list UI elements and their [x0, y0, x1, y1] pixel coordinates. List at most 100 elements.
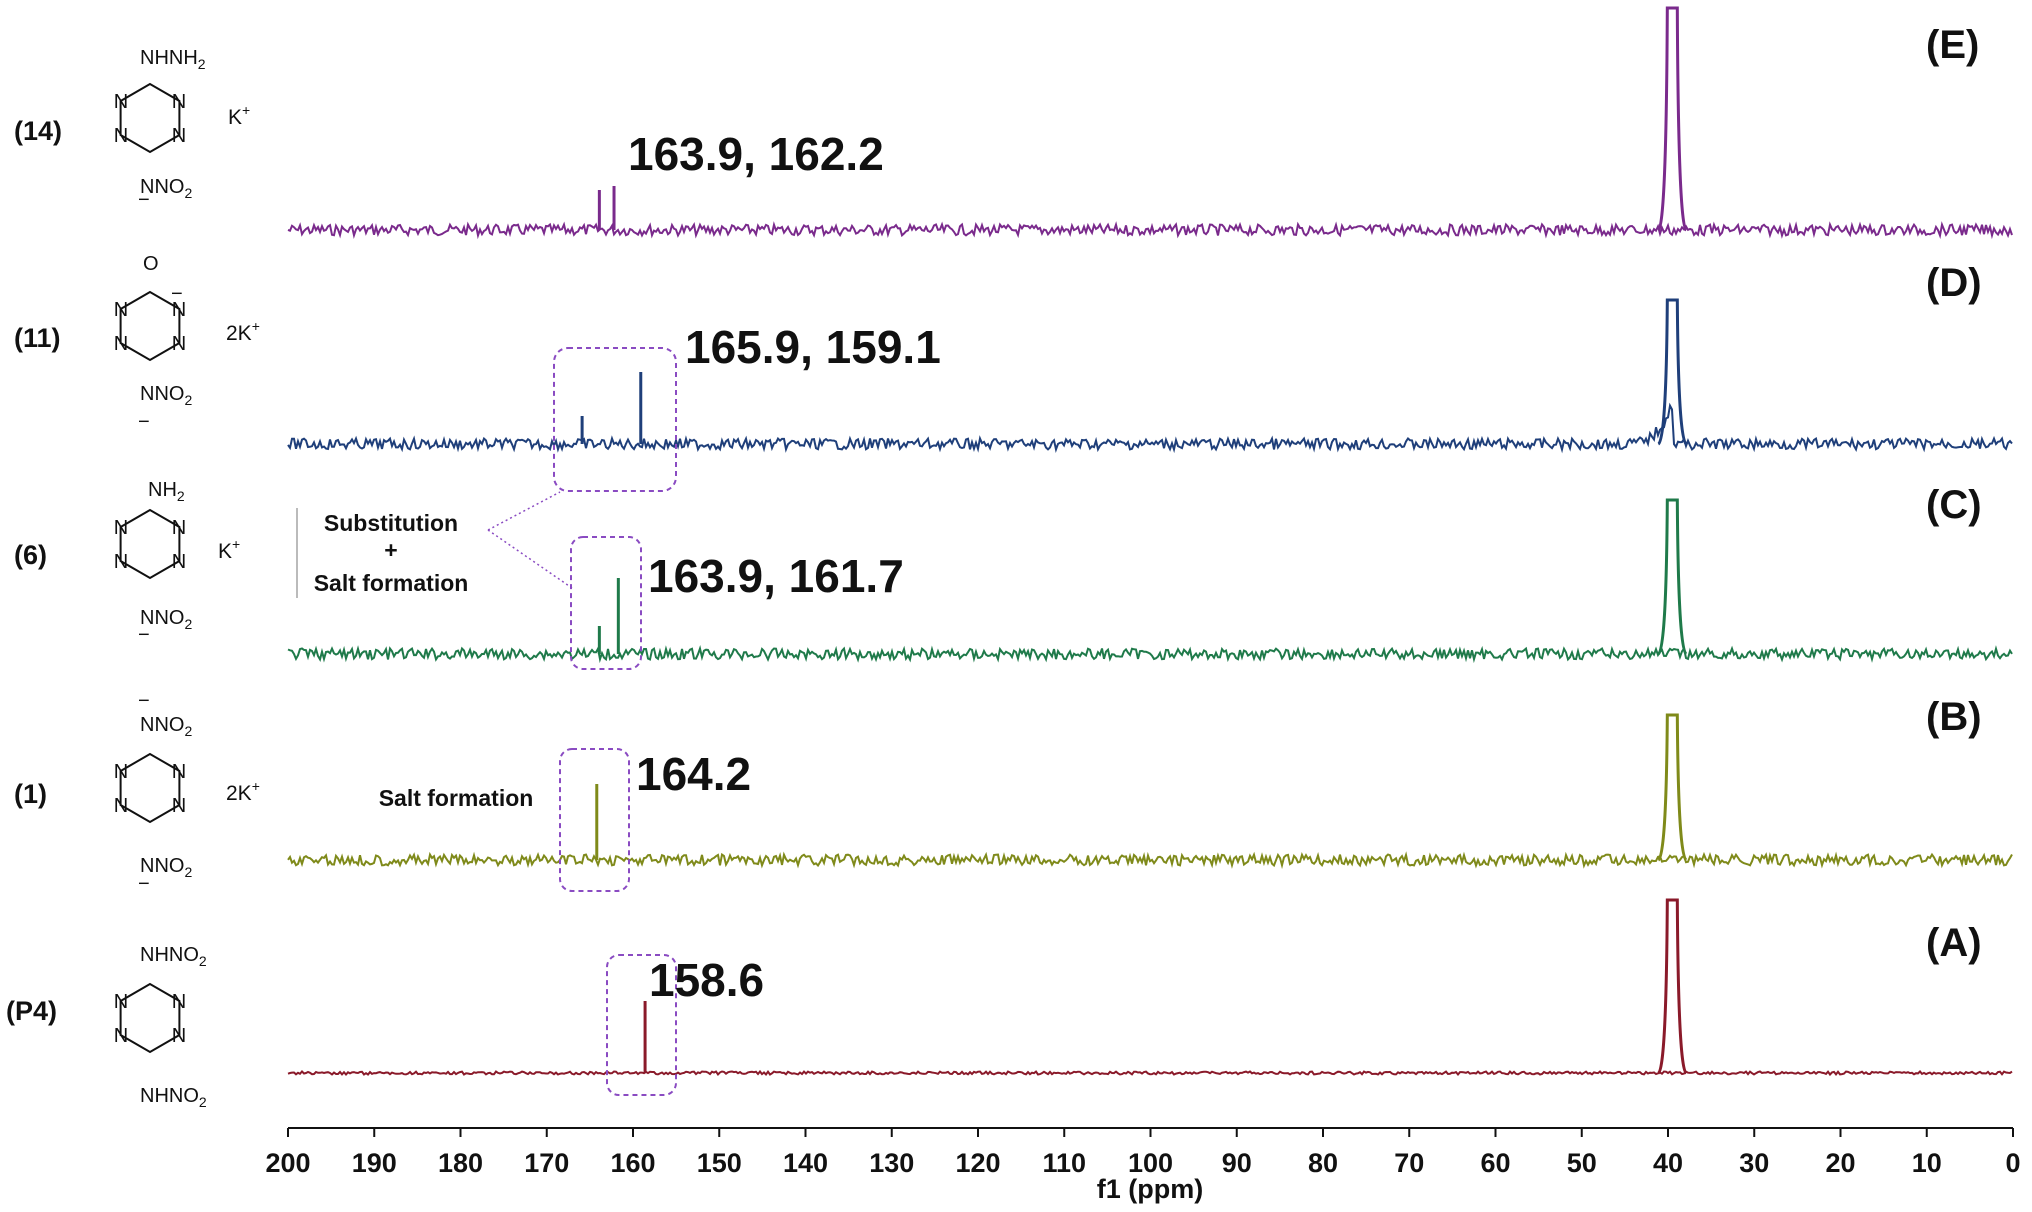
ring-bond: [119, 982, 181, 1054]
ring-nitrogen: N: [114, 761, 128, 783]
x-tick-label: 10: [1912, 1148, 1942, 1178]
x-tick-label: 120: [955, 1148, 1000, 1178]
connector-to-c: [487, 529, 573, 589]
spectrum-trace: [287, 851, 2013, 870]
annotation-substitution: Substitution + Salt formation: [314, 510, 469, 596]
annotation-salt-formation: Salt formation: [379, 785, 534, 811]
ring-nitrogen: N: [172, 333, 186, 355]
compound-id-14: (14): [14, 116, 62, 146]
substituent-bottom-11: NNO2: [140, 383, 192, 408]
x-tick-label: 40: [1653, 1148, 1683, 1178]
annotation-line-2: +: [384, 537, 397, 563]
minus-charge-ring-11: −: [171, 283, 183, 305]
solvent-peak: [1657, 498, 1688, 656]
tetrazine-ring-11: N NN N: [114, 290, 186, 362]
tetrazine-ring-1: N NN N: [114, 752, 186, 824]
x-tick-label: 30: [1739, 1148, 1769, 1178]
x-tick-label: 70: [1394, 1148, 1424, 1178]
connector-to-d: [487, 491, 561, 531]
panel-letter-d: (D): [1926, 261, 1982, 305]
panel-letter-a: (A): [1926, 921, 1982, 965]
ring-bond: [119, 752, 181, 824]
solvent-peak-layer: [1657, 6, 1688, 1075]
x-tick-label: 150: [697, 1148, 742, 1178]
annotation-line-3: Salt formation: [314, 570, 469, 596]
structure-11: (11) N NN N O − NNO2 − 2K+: [14, 253, 260, 433]
ring-bond: [119, 290, 181, 362]
ring-nitrogen: N: [172, 551, 186, 573]
ring-nitrogen: N: [114, 91, 128, 113]
x-tick-label: 130: [869, 1148, 914, 1178]
panel-letter-b: (B): [1926, 695, 1982, 739]
minus-charge-11: −: [138, 411, 150, 433]
peak-label-e: 163.9, 162.2: [628, 128, 884, 180]
ring-nitrogen: N: [172, 299, 186, 321]
solvent-peak: [1657, 713, 1688, 862]
ring-nitrogen: N: [172, 1025, 186, 1047]
x-tick-label: 160: [610, 1148, 655, 1178]
solvent-peak: [1657, 6, 1688, 232]
ring-nitrogen: N: [114, 517, 128, 539]
compound-id-1: (1): [14, 779, 47, 809]
x-axis: 200 190 180 170 160 150 140 130 120 110 100 90 80 70 6…: [265, 1127, 2021, 1178]
spectra-layer: [287, 186, 2013, 1077]
ring-nitrogen: N: [114, 551, 128, 573]
ring-nitrogen: N: [172, 517, 186, 539]
ring-nitrogen: N: [114, 299, 128, 321]
ring-nitrogen: N: [172, 795, 186, 817]
ring-bond: [119, 82, 181, 154]
counter-ion-11: 2K+: [226, 318, 260, 345]
minus-charge-bottom-1: −: [138, 873, 150, 895]
peak-label-c: 163.9, 161.7: [648, 550, 904, 602]
structure-14: (14) N NN N NHNH2 NNO2 − K+: [14, 47, 250, 211]
spectrum-trace: [287, 1069, 2013, 1077]
peak-label-d: 165.9, 159.1: [685, 321, 941, 373]
highlight-box-a: [606, 954, 677, 1096]
peak-label-a: 158.6: [649, 954, 764, 1006]
minus-charge-14: −: [138, 189, 150, 211]
annotation-connectors: [487, 491, 573, 589]
counter-ion-6: K+: [218, 536, 240, 563]
panel-letter-c: (C): [1926, 483, 1982, 527]
tetrazine-ring-14: N NN N: [114, 82, 186, 154]
substituent-bottom-p4: NHNO2: [140, 1085, 207, 1110]
annotation-line-1: Substitution: [324, 510, 458, 536]
ring-nitrogen: N: [172, 991, 186, 1013]
compound-id-6: (6): [14, 540, 47, 570]
x-tick-label: 100: [1128, 1148, 1173, 1178]
x-tick-label: 190: [352, 1148, 397, 1178]
x-tick-label: 60: [1480, 1148, 1510, 1178]
substituent-top-1: NNO2: [140, 714, 192, 739]
x-tick-label: 170: [524, 1148, 569, 1178]
structure-6: (6) N NN N NH2 NNO2 − K+: [14, 479, 240, 646]
solvent-peak: [1657, 898, 1688, 1075]
x-axis-title: f1 (ppm): [1097, 1174, 1203, 1204]
ring-nitrogen: N: [172, 91, 186, 113]
ring-bond: [119, 508, 181, 580]
x-tick-label: 140: [783, 1148, 828, 1178]
compound-id-p4: (P4): [6, 996, 57, 1026]
highlight-boxes: [553, 347, 677, 1096]
tetrazine-ring-p4: N NN N: [114, 982, 186, 1054]
highlight-box-b: [559, 748, 630, 892]
solvent-peak: [1657, 298, 1688, 446]
counter-ion-14: K+: [228, 102, 250, 129]
substituent-top-p4: NHNO2: [140, 944, 207, 969]
panel-letter-e: (E): [1926, 23, 1979, 67]
substituent-bottom-6: NNO2: [140, 607, 192, 632]
x-tick-label: 80: [1308, 1148, 1338, 1178]
structure-p4: (P4) NHNO2 N NN N NHNO2: [6, 944, 207, 1110]
ring-nitrogen: N: [114, 1025, 128, 1047]
minus-charge-top-1: −: [138, 690, 150, 712]
peak-label-b: 164.2: [636, 748, 751, 800]
ring-nitrogen: N: [172, 761, 186, 783]
ring-nitrogen: N: [114, 795, 128, 817]
substituent-bottom-1: NNO2: [140, 855, 192, 880]
ring-nitrogen: N: [114, 125, 128, 147]
spectrum-trace: [287, 645, 2013, 664]
tetrazine-ring-6: N NN N: [114, 508, 186, 580]
structure-1: (1) − NNO2 N NN N NNO2 − 2K+: [14, 690, 260, 895]
ring-nitrogen: N: [114, 991, 128, 1013]
minus-charge-6: −: [138, 624, 150, 646]
